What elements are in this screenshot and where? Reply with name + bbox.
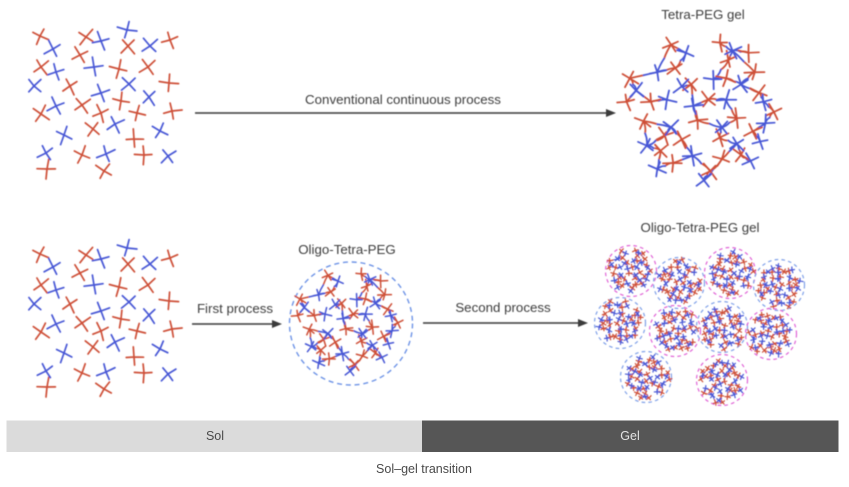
svg-text:Second process: Second process — [455, 300, 551, 315]
svg-text:Sol–gel transition: Sol–gel transition — [376, 462, 472, 476]
svg-text:Oligo-Tetra-PEG gel: Oligo-Tetra-PEG gel — [641, 220, 760, 235]
svg-text:Conventional continuous proces: Conventional continuous process — [305, 92, 501, 107]
svg-text:Tetra-PEG gel: Tetra-PEG gel — [661, 7, 745, 22]
svg-text:First process: First process — [197, 301, 273, 316]
svg-text:Sol: Sol — [206, 429, 224, 443]
svg-text:Gel: Gel — [620, 429, 639, 443]
svg-text:Oligo-Tetra-PEG: Oligo-Tetra-PEG — [298, 242, 396, 257]
